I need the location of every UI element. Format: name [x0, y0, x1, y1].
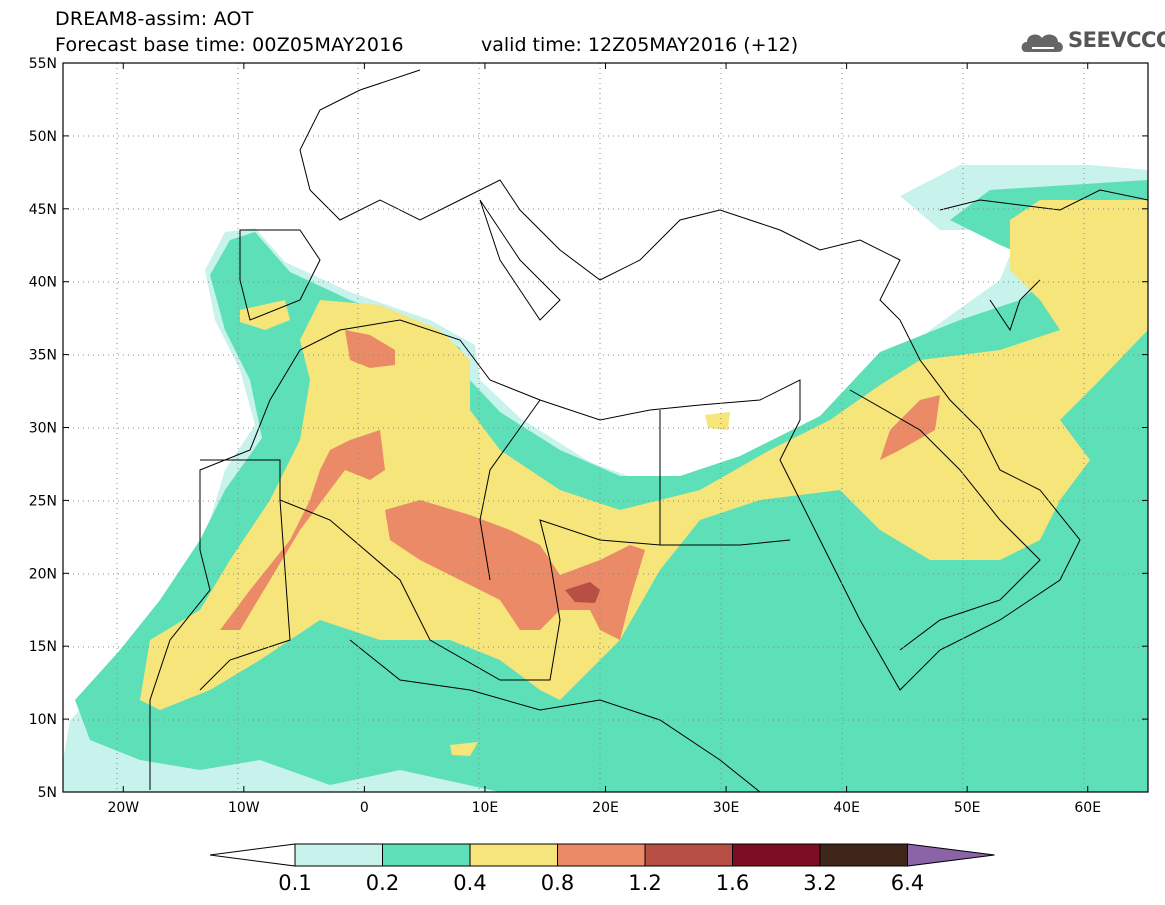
lon-tick-label: 20W: [107, 800, 139, 816]
logo-text: SEEVCCC: [1068, 28, 1165, 52]
lat-tick-label: 15N: [29, 639, 57, 655]
colorbar-arrow-left: [209, 843, 296, 867]
lon-tick-label: 10E: [472, 800, 499, 816]
colorbar-labels: 0.1 0.2 0.4 0.8 1.2 1.6 3.2 6.4: [278, 871, 924, 895]
lon-tick-label: 0: [360, 800, 369, 816]
lon-tick-label: 60E: [1074, 800, 1101, 816]
aot-band-0.8-b: [385, 500, 645, 640]
lat-tick-label: 50N: [29, 129, 57, 145]
colorbar-label: 1.6: [716, 871, 749, 895]
lon-tick-label: 30E: [713, 800, 740, 816]
valid-time: valid time: 12Z05MAY2016 (+12): [481, 34, 799, 56]
aot-band-0.4-nigeria: [450, 742, 478, 756]
lat-tick-label: 55N: [29, 56, 57, 72]
colorbar-label: 0.8: [541, 871, 574, 895]
aot-band-0.4-iberia: [240, 300, 290, 330]
aot-band-1.2: [565, 582, 600, 603]
lon-tick-label: 20E: [592, 800, 619, 816]
lat-tick-labels: 5N 10N 15N 20N 25N 30N 35N 40N 45N 50N 55N: [29, 56, 1148, 801]
coastlines: [149, 69, 1148, 792]
colorbar-swatch: [732, 843, 821, 867]
aot-band-0.4-libya: [705, 412, 730, 430]
colorbar-label: 0.1: [278, 871, 311, 895]
forecast-base-time: Forecast base time: 00Z05MAY2016: [55, 34, 404, 56]
cloud-icon: [1021, 34, 1063, 52]
colorbar-swatch: [644, 843, 733, 867]
colorbar-swatch: [557, 843, 646, 867]
lat-tick-label: 5N: [38, 785, 57, 801]
colorbar: [209, 843, 995, 867]
colorbar-swatch: [819, 843, 908, 867]
colorbar-label: 1.2: [628, 871, 661, 895]
map-title: DREAM8-assim: AOT: [55, 8, 254, 30]
aot-band-0.4: [140, 200, 1148, 710]
lat-tick-label: 35N: [29, 348, 57, 364]
colorbar-swatch: [382, 843, 471, 867]
colorbar-arrow-right: [907, 843, 995, 867]
lat-tick-label: 20N: [29, 566, 57, 582]
lat-tick-label: 40N: [29, 275, 57, 291]
aot-field: [63, 165, 1148, 792]
lon-tick-label: 40E: [833, 800, 860, 816]
lon-tick-label: 50E: [954, 800, 981, 816]
lat-tick-label: 25N: [29, 493, 57, 509]
lat-tick-label: 10N: [29, 712, 57, 728]
colorbar-swatch: [469, 843, 558, 867]
lon-tick-label: 10W: [228, 800, 260, 816]
lon-tick-labels: 20W 10W 0 10E 20E 30E 40E 50E 60E: [107, 63, 1101, 816]
colorbar-label: 3.2: [803, 871, 836, 895]
lat-tick-label: 45N: [29, 202, 57, 218]
colorbar-label: 0.2: [366, 871, 399, 895]
aot-band-0.8: [220, 430, 385, 630]
aot-band-0.8-d: [880, 395, 940, 460]
grid: [63, 63, 1148, 792]
colorbar-label: 0.4: [453, 871, 486, 895]
colorbar-swatch: [294, 843, 383, 867]
colorbar-label: 6.4: [891, 871, 924, 895]
lat-tick-label: 30N: [29, 421, 57, 437]
